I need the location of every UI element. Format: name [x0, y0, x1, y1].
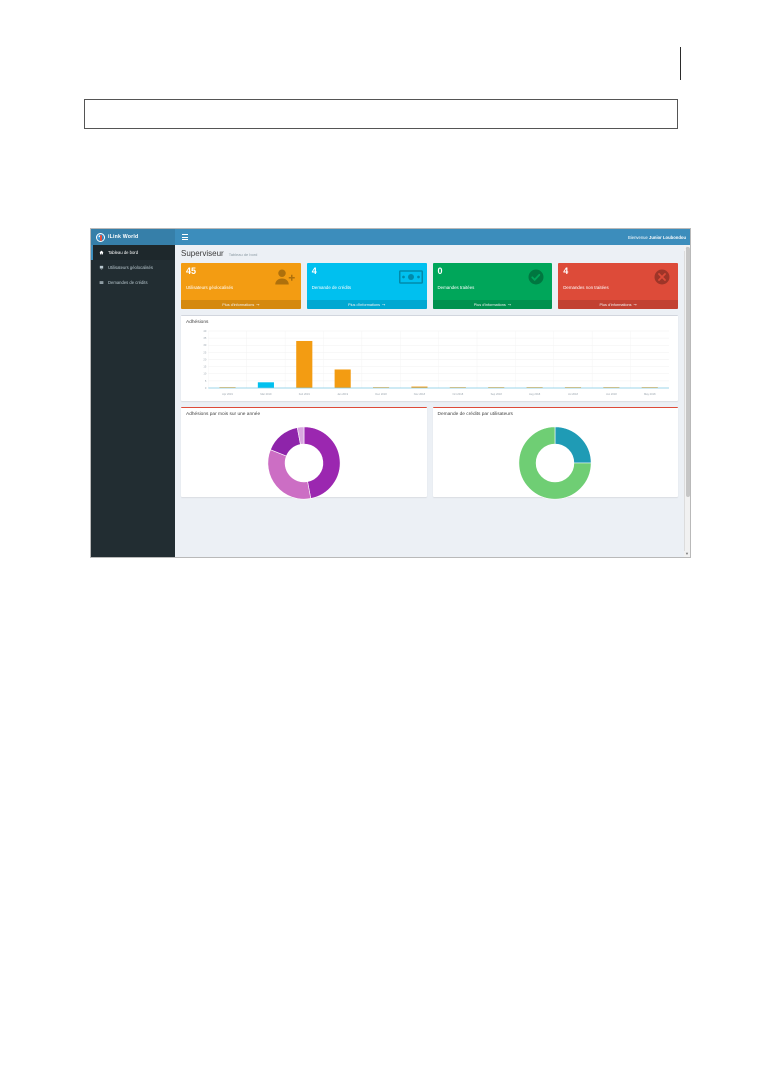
sidebar: Tableau de bord Utilisateurs géolocalisé… [91, 245, 175, 557]
svg-text:20: 20 [203, 358, 206, 362]
page-title: Superviseur [181, 249, 224, 258]
stat-box-utilisateurs-geolocalises[interactable]: 45 Utilisateurs géolocalisés Plus d'info… [181, 263, 301, 309]
stat-box-demandes-non-traitees[interactable]: 4 Demandes non traitées Plus d'informati… [558, 263, 678, 309]
svg-text:May 2018: May 2018 [644, 392, 656, 396]
svg-text:Mar 2019: Mar 2019 [260, 392, 272, 396]
svg-text:Apr 2019: Apr 2019 [222, 392, 233, 396]
arrow-circle-icon: ➙ [507, 303, 511, 307]
panel-adhesions-par-mois: Adhésions par mois sur une année [181, 407, 427, 500]
stat-footer-label: Plus d'informations [222, 302, 255, 307]
svg-text:Sep 2018: Sep 2018 [491, 392, 503, 396]
stat-label: Utilisateurs géolocalisés [186, 285, 234, 290]
stat-footer-label: Plus d'informations [599, 302, 632, 307]
arrow-circle-icon: ➙ [256, 303, 260, 307]
stat-footer-label: Plus d'informations [348, 302, 381, 307]
arrow-circle-icon: ➙ [382, 303, 386, 307]
sidebar-item-label: Utilisateurs géolocalisés [108, 265, 153, 270]
content-area: Superviseur Tableau de bord 45 Utilisate… [175, 245, 684, 557]
bar-chart-svg: 0 5 10 15 20 25 30 35 40 Apr 2019 Mar 2019 Feb 2019… [203, 329, 669, 396]
user-greeting[interactable]: Bienvenue Junior Loubondou [628, 235, 686, 240]
stat-footer[interactable]: Plus d'informations ➙ [432, 300, 553, 309]
arrow-circle-icon: ➙ [633, 303, 637, 307]
stat-value: 45 [186, 266, 197, 276]
donut-chart-svg [267, 426, 341, 500]
panel-demande-credits-par-utilisateurs: Demande de crédits par utilisateurs [432, 407, 678, 500]
money-icon [398, 267, 423, 287]
stat-footer[interactable]: Plus d'informations ➙ [181, 300, 301, 309]
svg-text:Jan 2019: Jan 2019 [337, 392, 348, 396]
sidebar-item-utilisateurs-geolocalises[interactable]: Utilisateurs géolocalisés [91, 260, 175, 275]
donut-chart-svg [518, 426, 592, 500]
bar-chart-area: 0 5 10 15 20 25 30 35 40 Apr 2019 Mar 2019 Feb 2019… [186, 328, 673, 398]
sidebar-toggle-icon[interactable] [179, 229, 191, 245]
greeting-text: Bienvenue [628, 234, 648, 240]
svg-text:Jul 2018: Jul 2018 [568, 392, 578, 396]
svg-text:0: 0 [205, 386, 207, 390]
check-circle-icon [524, 267, 548, 287]
page-header: Superviseur Tableau de bord [181, 249, 678, 258]
svg-text:10: 10 [203, 372, 206, 376]
home-icon [99, 250, 104, 255]
chart-title: Adhésions par mois sur une année [186, 412, 261, 417]
panel-adhesions-bar-chart: Adhésions 0 5 10 15 20 25 30 35 40 Apr 2019 Mar 20… [181, 315, 678, 401]
vertical-scrollbar[interactable]: ▲ ▼ [684, 245, 690, 557]
chart-title: Adhésions [186, 320, 209, 325]
donut-chart-area [438, 420, 674, 500]
document-vertical-rule [680, 47, 681, 80]
brand-label: iLink World [108, 234, 139, 240]
stat-value: 4 [563, 266, 569, 276]
navbar-right: Bienvenue Junior Loubondou [628, 235, 690, 240]
svg-text:Oct 2018: Oct 2018 [452, 392, 463, 396]
stat-box-demande-de-credits[interactable]: 4 Demande de crédits Plus d'informations… [306, 263, 427, 309]
document-empty-box [84, 99, 678, 129]
dashboard-screenshot: iLink World Bienvenue Junior Loubondou T… [90, 228, 691, 558]
svg-text:40: 40 [203, 329, 206, 333]
donut-panel-row: Adhésions par mois sur une année Demande… [181, 401, 678, 500]
sidebar-item-label: Demandes de crédits [108, 280, 148, 285]
sidebar-item-label: Tableau de bord [108, 250, 139, 255]
stat-label: Demandes non traitées [563, 285, 609, 290]
sidebar-item-tableau-de-bord[interactable]: Tableau de bord [91, 245, 175, 260]
svg-text:5: 5 [205, 379, 207, 383]
svg-text:Dec 2018: Dec 2018 [375, 392, 387, 396]
svg-text:15: 15 [203, 365, 206, 369]
sidebar-item-demandes-de-credits[interactable]: Demandes de crédits [91, 275, 175, 290]
stat-box-demandes-traitees[interactable]: 0 Demandes traitées Plus d'informations … [432, 263, 553, 309]
svg-text:Aug 2018: Aug 2018 [529, 392, 541, 396]
credit-icon [99, 280, 104, 285]
stat-value: 4 [311, 266, 317, 276]
chart-title: Demande de crédits par utilisateurs [437, 412, 513, 417]
stat-label: Demande de crédits [311, 285, 352, 290]
stat-footer-label: Plus d'informations [473, 302, 506, 307]
stat-box-row: 45 Utilisateurs géolocalisés Plus d'info… [181, 263, 678, 309]
stat-footer[interactable]: Plus d'informations ➙ [558, 300, 678, 309]
user-plus-icon [273, 267, 297, 287]
stat-value: 0 [437, 266, 443, 276]
svg-text:Nov 2018: Nov 2018 [414, 392, 426, 396]
svg-text:Feb 2019: Feb 2019 [299, 392, 311, 396]
globe-icon [96, 232, 105, 242]
breadcrumb: Tableau de bord [228, 252, 258, 257]
navbar: Bienvenue Junior Loubondou [175, 229, 690, 245]
times-circle-icon [650, 267, 674, 287]
users-icon [99, 265, 104, 270]
svg-text:30: 30 [203, 343, 206, 347]
scrollbar-thumb[interactable] [686, 247, 690, 497]
stat-label: Demandes traitées [437, 285, 475, 290]
stat-footer[interactable]: Plus d'informations ➙ [306, 300, 427, 309]
svg-text:25: 25 [203, 350, 206, 354]
svg-text:Jun 2018: Jun 2018 [606, 392, 617, 396]
scroll-down-arrow-icon[interactable]: ▼ [684, 551, 690, 557]
brand-logo-area[interactable]: iLink World [91, 229, 175, 245]
user-name: Junior Loubondou [649, 234, 686, 240]
svg-text:35: 35 [203, 336, 206, 340]
donut-chart-area [186, 420, 422, 500]
topbar: iLink World Bienvenue Junior Loubondou [91, 229, 690, 245]
